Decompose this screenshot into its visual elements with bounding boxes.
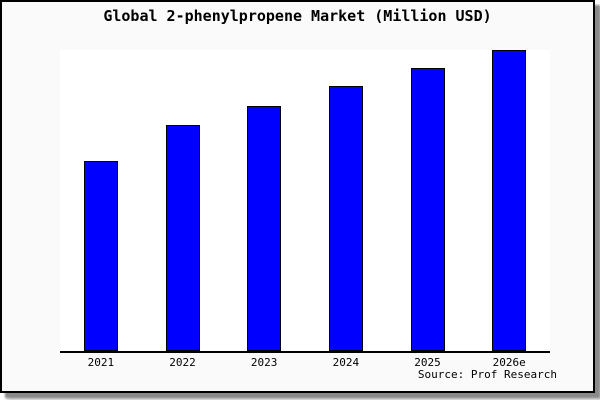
x-axis-label-2025: 2025 (414, 356, 441, 369)
x-axis-label-2022: 2022 (169, 356, 196, 369)
bar-2024 (328, 86, 363, 351)
x-axis-label-2021: 2021 (87, 356, 115, 369)
x-axis-label-2024: 2024 (332, 356, 360, 369)
bar-2021 (83, 161, 118, 351)
figure-frame: Global 2-phenylpropene Market (Million U… (0, 0, 595, 393)
x-axis-label-2026e: 2026e (492, 356, 526, 369)
bar-2023 (247, 105, 282, 351)
x-axis-label-2023: 2023 (250, 356, 278, 369)
bar-2026e (492, 50, 527, 351)
chart-title: Global 2-phenylpropene Market (Million U… (103, 7, 492, 25)
bar-2025 (410, 68, 445, 351)
source-label: Source: Prof Research (417, 368, 557, 381)
bar-2022 (165, 125, 200, 351)
plot-area (60, 50, 550, 353)
